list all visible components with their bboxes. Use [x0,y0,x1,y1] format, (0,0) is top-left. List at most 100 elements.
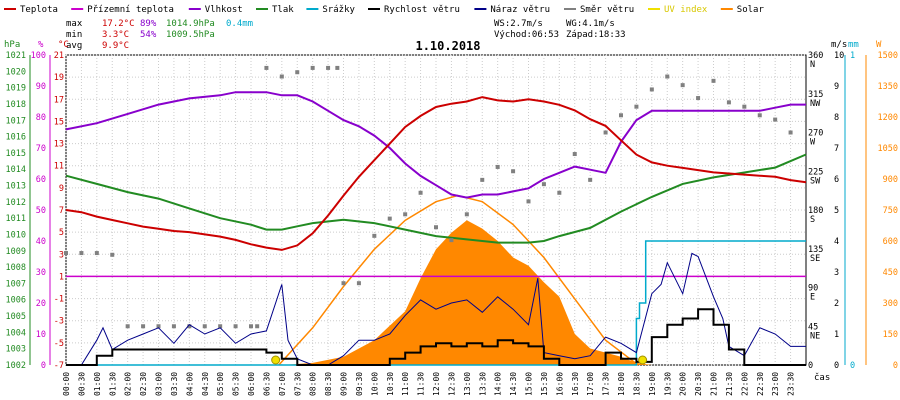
wind-direction-point [696,96,701,101]
x-tick-label: 00:30 [77,372,86,396]
wind-direction-point [634,104,639,109]
humidity-tick-label: 0 [41,361,46,371]
temperature-tick-label: 11 [54,162,64,172]
wind-direction-point [372,233,377,238]
wind-direction-point [326,65,331,70]
x-tick-label: 18:00 [617,372,626,396]
temperature-tick-label: 7 [59,206,64,216]
temperature-tick-label: 17 [54,95,64,105]
wind-direction-point [403,212,408,217]
x-tick-label: 03:30 [170,372,179,396]
wind-direction-point [742,104,747,109]
solar-tick-label: 450 [883,268,898,278]
humidity-tick-label: 90 [36,82,46,92]
wind-direction-point [418,190,423,195]
direction-tick-label: 0 [808,361,813,371]
x-tick-label: 14:00 [494,372,503,396]
pressure-tick-label: 1007 [6,279,26,289]
stats-min-press: 1009.5hPa [166,30,215,40]
humidity-tick-label: 30 [36,268,46,278]
x-tick-label: 02:00 [124,372,133,396]
direction-tick-label: 45 [808,322,818,332]
wind-direction-point [619,113,623,118]
direction-tick-label: 90 [808,284,818,294]
temperature-tick-label: 21 [54,51,64,61]
stats-sunrise: Východ:06:53 [494,30,559,40]
x-tick-label: 22:30 [756,372,765,396]
solar-tick-label: 900 [883,175,898,185]
wind-direction-point [449,238,454,243]
x-tick-label: 23:00 [771,372,780,396]
pressure-tick-label: 1003 [6,345,26,355]
wind-direction-point [187,324,192,329]
wind-speed-line [66,308,806,366]
humidity-tick-label: 100 [31,51,46,61]
wind-direction-point [711,78,716,83]
chart-legend: Teplota Přízemní teplota Vlhkost Tlak Srážky… [4,5,764,15]
wind-direction-point [94,251,99,256]
stats-ws: WS:2.7m/s [494,19,543,29]
pressure-line [65,153,807,244]
direction-compass-label: NE [810,331,820,341]
pressure-tick-label: 1014 [6,165,26,175]
x-tick-label: 20:00 [679,372,688,396]
legend-label: Náraz větru [490,5,550,15]
humidity-tick-label: 40 [36,237,46,247]
direction-tick-label: 180 [808,206,823,216]
direction-tick-label: 135 [808,245,823,255]
x-tick-label: 11:00 [401,372,410,396]
stats-sunset: Západ:18:33 [566,30,626,40]
stats-block: max 17.2°C 89% 1014.9hPa 0.4mm min 3.3°C… [66,19,626,51]
temperature-line [65,96,807,251]
solar-tick-label: 600 [883,237,898,247]
x-tick-label: 10:00 [370,372,379,396]
x-tick-label: 22:00 [740,372,749,396]
pressure-tick-label: 1006 [6,296,26,306]
wind-direction-point [295,70,300,75]
temperature-tick-label: -3 [54,317,64,327]
humidity-tick-label: 50 [36,206,46,216]
direction-tick-label: 315 [808,90,823,100]
stats-max-press: 1014.9hPa [166,19,215,29]
x-tick-label: 17:00 [586,372,595,396]
wind-direction-point [387,216,392,221]
x-tick-label: 14:30 [509,372,518,396]
solar-tick-label: 750 [883,206,898,216]
wind-direction-point [434,225,438,230]
speed-tick-label: 3 [834,268,839,278]
rain-line [66,240,806,366]
wind-direction-point [649,87,654,92]
uv-marker [271,355,281,365]
temperature-tick-label: -5 [54,339,64,349]
x-tick-label: 19:00 [648,372,657,396]
wind-direction-point [495,164,500,169]
wind-direction-point [202,324,207,329]
direction-tick-label: 360 [808,51,823,61]
pressure-tick-label: 1010 [6,230,26,240]
x-axis-label: čas [814,372,830,383]
pressure-tick-label: 1008 [6,263,26,273]
direction-tick-label: 270 [808,129,823,139]
wind-direction-point [680,83,685,88]
wind-direction-point [255,324,260,329]
direction-compass-label: W [810,138,816,148]
x-tick-label: 01:30 [108,372,117,396]
direction-compass-label: NW [810,99,821,109]
temperature-tick-label: -1 [54,295,64,305]
wind-direction-point [279,74,284,79]
legend-label: Teplota [20,5,58,15]
direction-tick-label: 225 [808,167,823,177]
wind-direction-point [335,65,340,70]
pressure-tick-label: 1020 [6,67,26,77]
stats-max-label: max [66,19,83,29]
stats-max-hum: 89% [140,19,157,29]
solar-tick-label: 1050 [878,144,898,154]
wind-direction-point [464,212,469,217]
x-tick-label: 17:30 [602,372,611,396]
temperature-tick-label: 9 [59,184,64,194]
pressure-tick-label: 1017 [6,116,26,126]
legend-label: Srážky [322,5,355,15]
stats-min-temp: 3.3°C [102,30,129,40]
pressure-tick-label: 1016 [6,133,26,143]
speed-tick-label: 4 [834,237,839,247]
